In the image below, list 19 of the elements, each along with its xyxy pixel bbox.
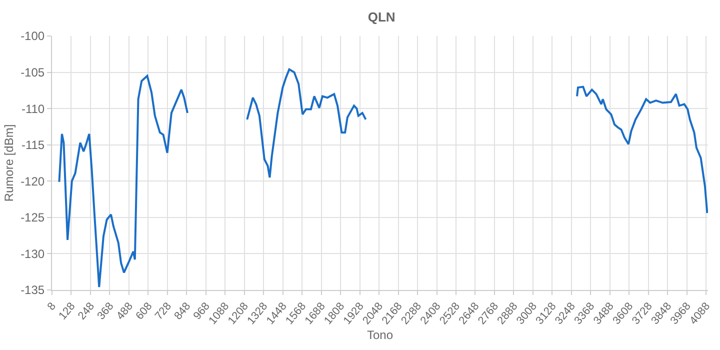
- x-tick-label: 128: [56, 300, 78, 322]
- x-tick-label: 728: [152, 300, 174, 322]
- x-tick-label: 608: [134, 300, 155, 322]
- y-tick-label: -115: [21, 138, 45, 152]
- x-tick-label: 848: [172, 300, 194, 322]
- y-tick-label: -120: [20, 174, 45, 188]
- y-tick-label: -130: [20, 246, 45, 261]
- x-axis-title: Tono: [366, 328, 394, 342]
- y-tick-label: -110: [21, 102, 45, 116]
- x-tick-label: 368: [95, 300, 116, 322]
- x-tick-label: 8: [45, 300, 59, 313]
- y-axis-title: Rumore [dBm]: [2, 124, 16, 202]
- y-tick-label: -135: [20, 283, 45, 298]
- y-tick-label: -105: [20, 65, 45, 80]
- y-tick-label: -125: [20, 210, 45, 225]
- y-tick-label: -100: [20, 29, 45, 44]
- chart-title: QLN: [368, 9, 396, 24]
- x-tick-label: 248: [76, 300, 97, 322]
- x-tick-label: 488: [114, 300, 136, 322]
